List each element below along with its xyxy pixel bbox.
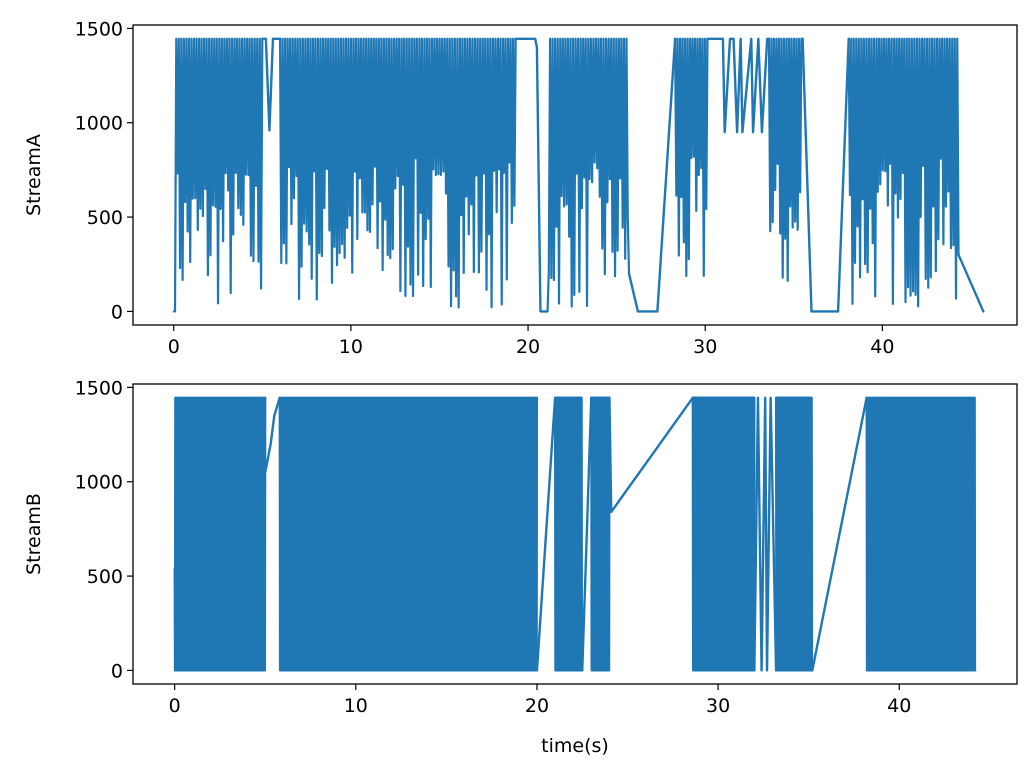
streamB-line-segment-12 [865, 396, 977, 672]
streamA-line-segment-9 [801, 37, 850, 313]
streamB-line-segment-0 [173, 396, 267, 672]
streamB-line-segment-3 [535, 396, 557, 672]
streamB-line [173, 396, 977, 672]
streamA-axes-frame [132, 24, 1018, 326]
streamB-dense-band-12 [866, 397, 976, 671]
streamB-y-axis: 0 500 1000 1500 [75, 377, 133, 682]
streamA-x-tick-label: 10 [339, 336, 363, 358]
streamB-line-segment-5 [581, 396, 593, 672]
streamB-dense-band-2 [279, 397, 537, 671]
streamA-y-axis: 0 500 1000 1500 [75, 18, 133, 323]
streamA-line-segment-6 [673, 37, 710, 278]
streamA-y-axis-label: StreamA [23, 134, 45, 216]
streamA-y-tick-label: 1000 [75, 113, 123, 135]
streamB-x-tick-label: 30 [706, 695, 730, 717]
streamB-y-tick-label: 1000 [75, 472, 123, 494]
streamA-line-segment-1 [261, 37, 282, 132]
streamB-x-tick-label: 40 [887, 695, 911, 717]
streamA-line-segment-0 [172, 37, 264, 313]
streamA-line-segment-4 [546, 37, 631, 313]
streamA-x-tick-label: 40 [870, 336, 894, 358]
streamA-y-tick-label: 500 [87, 207, 123, 229]
streamB-dense-band-6 [591, 397, 610, 671]
streamA-line-segment-11 [957, 253, 985, 313]
streamB-dense-band-0 [174, 397, 266, 671]
streamA-x-axis: 0 10 20 30 40 [168, 325, 894, 358]
streamB-line-segment-4 [553, 396, 584, 672]
streamA-line-segment-5 [627, 37, 677, 313]
streamB-y-tick-label: 1500 [75, 377, 123, 399]
streamB-y-tick-label: 0 [111, 660, 123, 682]
streamB-x-axis: 0 10 20 30 40 [169, 684, 911, 717]
streamA-y-tick-label: 1500 [75, 18, 123, 40]
streamB-line-segment-6 [590, 396, 611, 672]
streamA-line-segment-3 [514, 37, 549, 313]
streamA-panel: 0 10 20 30 40 0 500 1000 1500 StreamA [23, 18, 1018, 358]
streamA-x-tick-label: 30 [693, 336, 717, 358]
streamB-line-segment-11 [811, 396, 868, 672]
streamB-panel: 0 10 20 30 40 0 500 1000 1500 StreamB time(s) [23, 377, 1018, 757]
streamB-x-tick-label: 10 [344, 695, 368, 717]
streamB-y-tick-label: 500 [87, 566, 123, 588]
streamB-dense-band-4 [555, 397, 583, 671]
streamB-line-segment-10 [774, 396, 814, 672]
streamA-line [172, 37, 985, 313]
streamB-line-segment-8 [691, 396, 756, 672]
streamA-x-tick-label: 0 [168, 336, 180, 358]
streamB-line-segment-7 [608, 396, 694, 514]
streamB-line-segment-9 [753, 396, 778, 672]
streamA-line-segment-8 [767, 37, 804, 282]
streamB-y-axis-label: StreamB [23, 493, 45, 575]
streamA-line-segment-2 [278, 37, 517, 309]
streamB-x-tick-label: 20 [525, 695, 549, 717]
streamA-x-tick-label: 20 [516, 336, 540, 358]
streamB-axes-frame [132, 383, 1018, 685]
streamA-y-tick-label: 0 [111, 301, 123, 323]
streamB-x-tick-label: 0 [169, 695, 181, 717]
streamA-line-segment-10 [847, 37, 960, 308]
streamB-dense-band-8 [692, 397, 755, 671]
streamB-line-segment-2 [278, 396, 539, 672]
streamB-line-segment-1 [264, 396, 281, 474]
streamA-line-segment-7 [707, 37, 771, 134]
streamB-x-axis-label: time(s) [541, 735, 609, 757]
streamB-dense-band-10 [776, 397, 813, 671]
